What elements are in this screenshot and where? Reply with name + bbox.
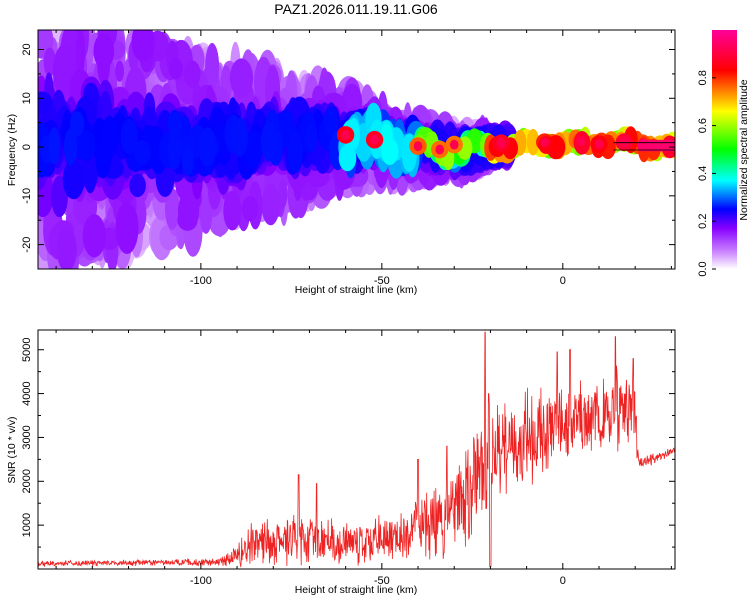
heatmap-cell [526, 128, 540, 156]
heatmap-cell [131, 30, 155, 62]
heatmap-cell [261, 183, 280, 226]
snr-ytick-label: 5000 [21, 337, 33, 361]
snr-ytick-label: 3000 [21, 425, 33, 449]
spectrogram-frame [37, 29, 676, 270]
heatmap-cell [75, 30, 85, 78]
snr-panel: -100 -50 0 1000 2000 3000 4000 5000 Height of s… [6, 329, 676, 596]
heatmap-cell [305, 124, 318, 152]
heatmap-cell [62, 159, 85, 200]
heatmap-cell [380, 124, 393, 150]
heatmap-cell [120, 118, 138, 155]
heatmap-cell [183, 60, 201, 88]
heatmap-cell [540, 137, 549, 148]
heatmap-cell [338, 144, 357, 172]
heatmap-cell [38, 91, 53, 115]
colorbar-tick-label: 0.0 [697, 261, 709, 276]
heatmap-cell [101, 116, 119, 158]
heatmap-cell [181, 145, 194, 176]
spectrogram-xtick-label: -50 [374, 275, 390, 287]
heatmap-cell [241, 196, 259, 222]
spectrogram-ytick-label: -10 [21, 188, 33, 204]
heatmap-cell [199, 195, 213, 234]
spectrogram-xtick-label: 0 [560, 275, 566, 287]
colorbar: 0.0 0.2 0.4 0.6 0.8 Normalized spectral ampl… [697, 30, 750, 277]
colorbar-ticks: 0.0 0.2 0.4 0.6 0.8 [697, 70, 716, 277]
snr-series-line [38, 331, 675, 568]
spectrogram-xtick-label: -100 [190, 275, 212, 287]
heatmap-cell [323, 107, 339, 136]
heatmap-cell [223, 190, 242, 231]
heatmap-cell [413, 141, 423, 152]
snr-xtick-label: -100 [190, 575, 212, 587]
spectrogram-heatmap [38, 30, 675, 269]
snr-ticks: -100 -50 0 1000 2000 3000 4000 5000 [21, 330, 675, 587]
figure-title: PAZ1.2026.011.19.11.G06 [274, 1, 438, 17]
heatmap-cell [229, 58, 254, 98]
heatmap-cell [435, 144, 445, 155]
heatmap-cell [594, 139, 604, 150]
heatmap-cell [260, 122, 278, 162]
colorbar-gradient [712, 30, 737, 269]
snr-ytick-label: 4000 [21, 381, 33, 405]
heatmap-cell [177, 210, 198, 231]
snr-ylabel: SNR (10 * v/v) [6, 416, 18, 483]
colorbar-label: Normalized spectral amplitude [738, 79, 750, 220]
colorbar-tick-label: 0.8 [697, 70, 709, 85]
heatmap-cell [133, 139, 151, 165]
heatmap-cell [168, 57, 183, 80]
heatmap-cell [115, 202, 139, 254]
spectrogram-ytick-label: 10 [21, 92, 33, 104]
spectrogram-ylabel: Frequency (Hz) [6, 114, 18, 186]
spectrogram-ytick-label: -20 [21, 237, 33, 253]
heatmap-cell [129, 173, 146, 198]
snr-xlabel: Height of straight line (km) [295, 584, 418, 596]
snr-frame [37, 329, 676, 570]
spectrogram-ytick-label: 0 [21, 144, 33, 150]
heatmap-cell [205, 42, 220, 91]
heatmap-cell [198, 127, 217, 167]
heatmap-cell [576, 136, 586, 147]
heatmap-cell [620, 137, 629, 148]
heatmap-cell [287, 130, 304, 174]
colorbar-tick-label: 0.4 [697, 166, 709, 181]
snr-ytick-label: 1000 [21, 513, 33, 537]
heatmap-cell [48, 127, 61, 165]
snr-ytick-label: 2000 [21, 469, 33, 493]
snr-xtick-label: 0 [560, 575, 566, 587]
heatmap-cell [115, 60, 124, 82]
spectrogram-ytick-label: 20 [21, 43, 33, 55]
colorbar-tick-label: 0.2 [697, 214, 709, 229]
heatmap-cell [64, 128, 78, 166]
heatmap-cell [341, 130, 350, 140]
heatmap-cell [232, 117, 248, 157]
heatmap-cell [243, 130, 263, 168]
heatmap-cell [168, 127, 182, 170]
heatmap-cell [497, 138, 506, 149]
heatmap-cell [43, 47, 56, 77]
heatmap-cell [56, 227, 77, 269]
spectrogram-xlabel: Height of straight line (km) [295, 284, 418, 296]
colorbar-tick-label: 0.6 [697, 118, 709, 133]
heatmap-cell [278, 179, 288, 209]
heatmap-cell [449, 139, 459, 150]
snr-xtick-label: -50 [374, 575, 390, 587]
heatmap-cell [93, 33, 115, 69]
heatmap-cell [82, 214, 106, 258]
heatmap-cell [370, 134, 379, 145]
